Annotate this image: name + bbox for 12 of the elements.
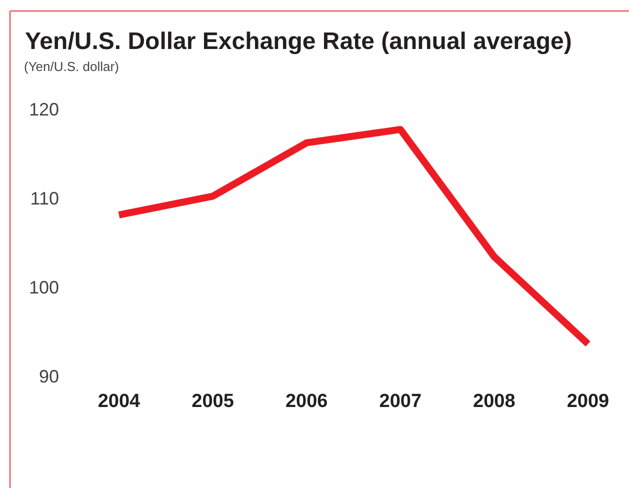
- x-tick-label: 2004: [98, 391, 141, 412]
- x-tick-label: 2005: [192, 391, 234, 412]
- y-tick-label: 90: [38, 366, 59, 386]
- x-tick-label: 2007: [379, 391, 422, 412]
- y-axis-title: (Yen/U.S. dollar): [24, 59, 119, 74]
- x-tick-label: 2006: [285, 391, 328, 412]
- x-tick-label: 2008: [473, 391, 516, 412]
- chart-title: Yen/U.S. Dollar Exchange Rate (annual average): [25, 28, 572, 55]
- y-tick-label: 100: [28, 277, 59, 298]
- y-tick-label: 120: [28, 99, 59, 120]
- y-tick-label: 110: [30, 188, 59, 208]
- x-tick-label: 2009: [566, 391, 610, 412]
